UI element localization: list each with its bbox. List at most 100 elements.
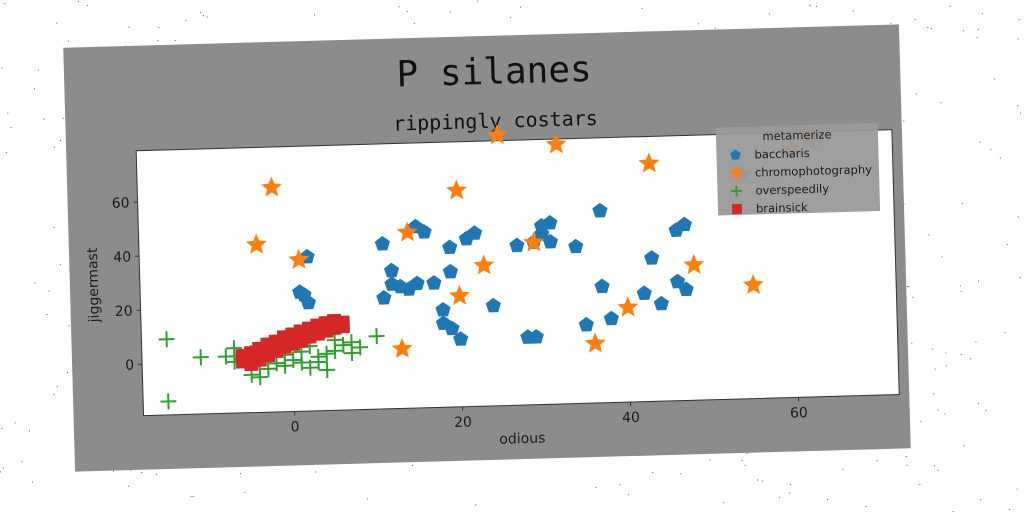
chromophotography-point (245, 233, 267, 254)
noise-dot (206, 16, 208, 18)
noise-dot (927, 27, 929, 28)
noise-dot (905, 456, 907, 457)
noise-dot (53, 393, 55, 395)
noise-dot (903, 120, 905, 122)
noise-dot (53, 226, 55, 228)
noise-dot (0, 471, 2, 473)
overspeedily-point (319, 361, 336, 378)
noise-dot (933, 465, 935, 467)
noise-dot (60, 140, 61, 141)
series-baccharis (292, 202, 694, 346)
x-tick-label: 20 (454, 414, 472, 430)
noise-dot (970, 358, 972, 360)
noise-dot (949, 5, 951, 7)
baccharis-point (676, 216, 692, 232)
noise-dot (709, 459, 711, 461)
noise-dot (981, 12, 983, 14)
baccharis-point (444, 320, 460, 336)
chromophotography-point (638, 152, 660, 173)
overspeedily-point (343, 345, 360, 362)
overspeedily-point (318, 345, 335, 362)
y-tick-label: 40 (113, 249, 131, 265)
noise-dot (928, 234, 930, 236)
baccharis-point (376, 289, 392, 305)
noise-dot (907, 286, 908, 288)
baccharis-point (466, 225, 483, 240)
noise-dot (1020, 112, 1022, 114)
noise-dot (86, 4, 88, 6)
noise-dot (744, 464, 746, 466)
noise-dot (842, 468, 844, 470)
baccharis-point (636, 285, 652, 301)
x-tick-label: 40 (622, 410, 640, 426)
chromophotography-point (473, 254, 495, 275)
baccharis-point (485, 297, 501, 313)
noise-dot (698, 23, 700, 25)
noise-dot (412, 465, 413, 466)
noise-dot (1017, 105, 1019, 107)
noise-dot (59, 264, 61, 266)
noise-dot (449, 11, 451, 13)
noise-dot (933, 393, 935, 395)
noise-dot (931, 348, 933, 350)
legend-marker-chromophotography (728, 165, 744, 180)
chromophotography-point (261, 176, 283, 197)
noise-dot (975, 341, 977, 343)
noise-dot (768, 13, 770, 15)
noise-dot (911, 342, 913, 344)
noise-dot (941, 256, 943, 258)
chromophotography-point (288, 248, 310, 269)
legend-label-overspeedily: overspeedily (755, 181, 829, 197)
baccharis-point (442, 239, 458, 255)
noise-dot (978, 402, 980, 404)
chromophotography-point (617, 296, 639, 317)
baccharis-point (603, 310, 619, 326)
legend-marker-overspeedily (730, 185, 743, 197)
noise-dot (1017, 38, 1019, 40)
noise-dot (937, 409, 939, 411)
baccharis-point (442, 263, 458, 279)
noise-dot (937, 469, 939, 471)
baccharis-point (678, 281, 694, 297)
overspeedily-point (285, 352, 302, 369)
noise-dot (962, 203, 964, 205)
chromophotography-point (584, 332, 606, 353)
noise-dot (200, 12, 202, 13)
noise-dot (1, 427, 3, 429)
noise-dot (62, 117, 64, 119)
noise-dot (944, 413, 946, 415)
noise-dot (960, 354, 962, 355)
legend-box (715, 123, 881, 216)
noise-dot (244, 491, 246, 493)
legend-label-baccharis: baccharis (754, 146, 810, 162)
chromophotography-point (523, 231, 545, 252)
baccharis-point (653, 295, 669, 311)
baccharis-point (578, 316, 594, 332)
noise-dot (815, 5, 817, 7)
noise-dot (315, 471, 316, 473)
noise-dot (915, 93, 917, 95)
noise-dot (43, 118, 45, 120)
noise-dot (619, 484, 621, 486)
noise-dot (56, 386, 58, 388)
noise-dot (934, 368, 936, 370)
noise-dot (714, 27, 716, 29)
overspeedily-point (158, 331, 175, 348)
noise-dot (919, 484, 921, 485)
noise-dot (158, 27, 160, 29)
noise-dot (1006, 244, 1008, 246)
noise-dot (595, 486, 597, 488)
noise-dot (174, 40, 176, 41)
noise-dot (141, 472, 143, 473)
overspeedily-point (302, 359, 319, 376)
baccharis-point (300, 294, 316, 310)
overspeedily-point (335, 337, 352, 354)
baccharis-point (528, 329, 544, 344)
noise-dot (908, 286, 910, 288)
noise-dot (239, 473, 241, 475)
noise-dot (906, 464, 908, 466)
noise-dot (398, 6, 400, 8)
overspeedily-point (226, 340, 243, 357)
chart-figure: P silanes rippingly costars 0 20 40 60 0 20 40… (63, 24, 911, 472)
